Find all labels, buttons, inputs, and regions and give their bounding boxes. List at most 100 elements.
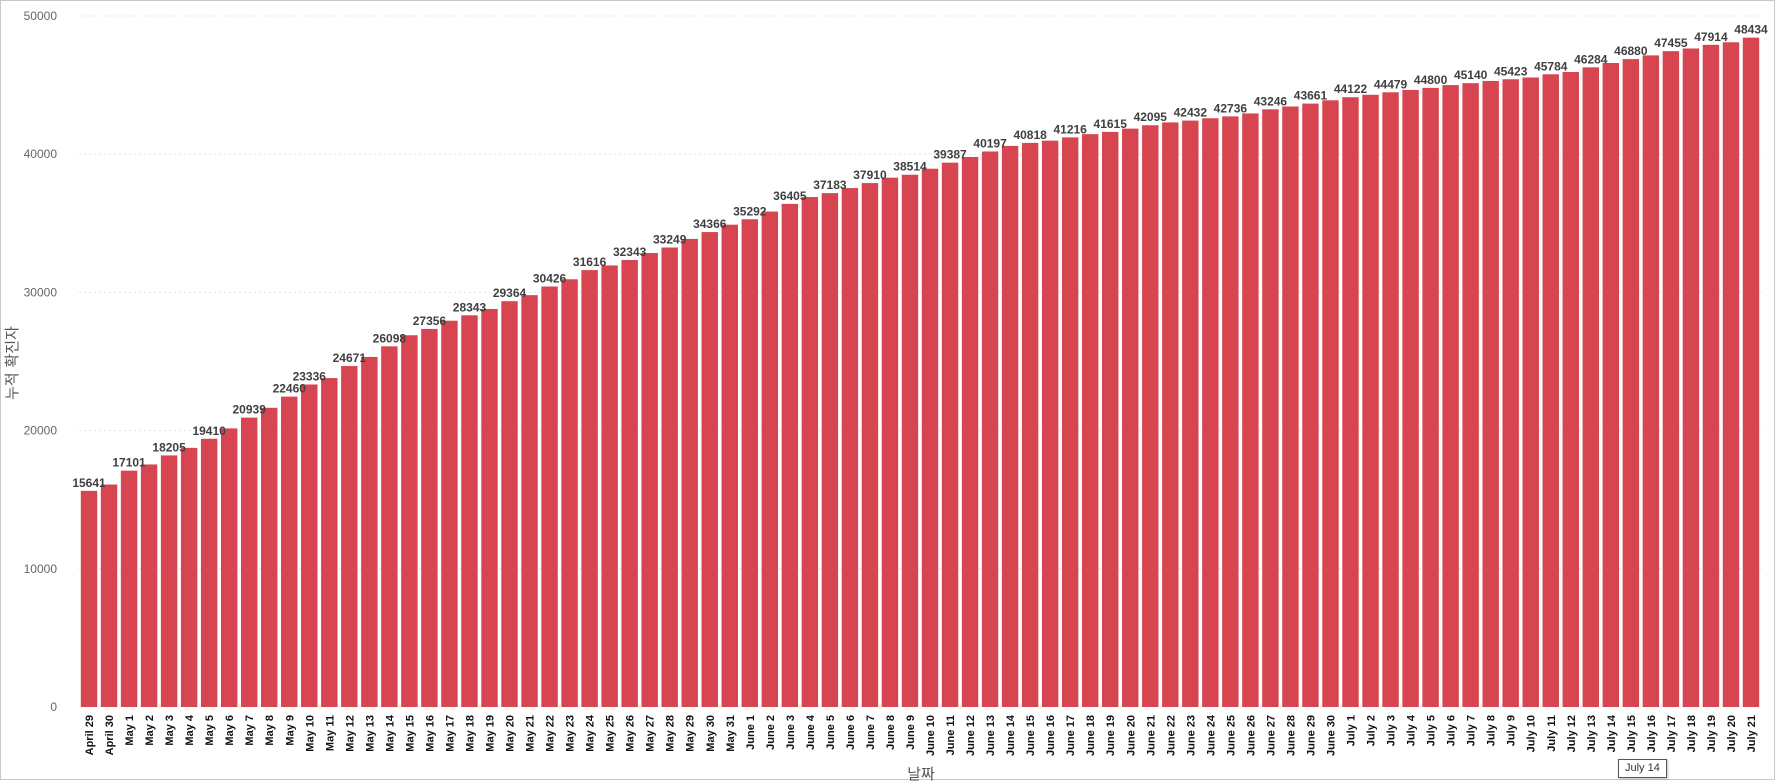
bar[interactable] bbox=[1622, 59, 1640, 707]
bar[interactable] bbox=[1102, 131, 1119, 707]
bar[interactable] bbox=[721, 224, 738, 707]
bar[interactable] bbox=[120, 470, 138, 707]
bar[interactable] bbox=[401, 335, 418, 707]
bar[interactable] bbox=[1142, 125, 1159, 708]
bar[interactable] bbox=[180, 447, 198, 707]
bar[interactable] bbox=[160, 455, 178, 707]
bar[interactable] bbox=[1442, 85, 1459, 708]
x-tick-label: June 6 bbox=[845, 715, 857, 750]
bar[interactable] bbox=[1081, 134, 1099, 707]
bar[interactable] bbox=[641, 253, 658, 707]
bar[interactable] bbox=[621, 260, 638, 707]
data-label: 36405 bbox=[773, 189, 807, 203]
bar[interactable] bbox=[261, 407, 278, 707]
bar[interactable] bbox=[1061, 137, 1079, 707]
bar[interactable] bbox=[1162, 122, 1179, 707]
bar[interactable] bbox=[1322, 100, 1339, 707]
bar[interactable] bbox=[1682, 48, 1700, 708]
bar[interactable] bbox=[561, 279, 578, 707]
bar[interactable] bbox=[1202, 118, 1219, 707]
bar[interactable] bbox=[1362, 94, 1379, 708]
bar[interactable] bbox=[581, 270, 598, 707]
bar[interactable] bbox=[541, 286, 558, 707]
bar[interactable] bbox=[761, 211, 779, 708]
bar[interactable] bbox=[220, 428, 238, 707]
bar[interactable] bbox=[1122, 128, 1139, 707]
bar[interactable] bbox=[301, 384, 318, 707]
x-tick-label: June 17 bbox=[1065, 715, 1077, 756]
x-tick-label: June 8 bbox=[885, 715, 897, 750]
bar[interactable] bbox=[1502, 79, 1519, 707]
bar[interactable] bbox=[281, 396, 298, 707]
bar[interactable] bbox=[601, 265, 618, 707]
bar[interactable] bbox=[441, 320, 458, 707]
bar[interactable] bbox=[1282, 106, 1299, 707]
bar[interactable] bbox=[421, 328, 438, 707]
bar[interactable] bbox=[861, 183, 879, 707]
bar[interactable] bbox=[1742, 37, 1760, 708]
x-tick-label: June 26 bbox=[1245, 715, 1257, 756]
bar[interactable] bbox=[881, 177, 899, 708]
bar[interactable] bbox=[200, 438, 218, 707]
bar[interactable] bbox=[361, 356, 378, 707]
bar[interactable] bbox=[80, 490, 98, 707]
x-tick-label: July 11 bbox=[1546, 715, 1558, 752]
bar[interactable] bbox=[1342, 97, 1359, 708]
data-label: 20939 bbox=[233, 403, 267, 417]
data-label: 33249 bbox=[653, 232, 687, 246]
bar[interactable] bbox=[1182, 120, 1199, 707]
bar[interactable] bbox=[1041, 140, 1059, 708]
bar[interactable] bbox=[801, 197, 819, 708]
bar[interactable] bbox=[1382, 92, 1399, 707]
bar[interactable] bbox=[901, 174, 919, 708]
bar[interactable] bbox=[841, 188, 859, 707]
bar[interactable] bbox=[461, 315, 478, 707]
bar[interactable] bbox=[501, 301, 518, 707]
bar[interactable] bbox=[1522, 77, 1539, 707]
bar[interactable] bbox=[1562, 71, 1579, 707]
bar[interactable] bbox=[781, 203, 799, 707]
bar[interactable] bbox=[1302, 103, 1319, 707]
bar[interactable] bbox=[1001, 145, 1019, 707]
bar[interactable] bbox=[1422, 87, 1439, 707]
bar[interactable] bbox=[240, 417, 258, 707]
x-tick-label: April 29 bbox=[84, 715, 96, 755]
bar[interactable] bbox=[1242, 113, 1259, 707]
bar[interactable] bbox=[701, 232, 718, 707]
bar[interactable] bbox=[1262, 109, 1279, 708]
bar[interactable] bbox=[1642, 55, 1660, 707]
bar[interactable] bbox=[1662, 51, 1680, 708]
bar[interactable] bbox=[321, 378, 338, 707]
bar[interactable] bbox=[921, 168, 939, 707]
bar[interactable] bbox=[100, 484, 118, 707]
bar[interactable] bbox=[661, 247, 678, 707]
bar[interactable] bbox=[521, 295, 538, 707]
bar[interactable] bbox=[741, 219, 759, 707]
bar[interactable] bbox=[1542, 74, 1559, 707]
data-label: 45140 bbox=[1454, 68, 1488, 82]
bar[interactable] bbox=[941, 162, 959, 708]
bar[interactable] bbox=[1702, 44, 1720, 708]
bar[interactable] bbox=[341, 366, 358, 707]
x-tick-label: June 1 bbox=[745, 715, 757, 750]
x-tick-label: July 6 bbox=[1446, 715, 1458, 746]
bar[interactable] bbox=[1021, 142, 1039, 707]
bar[interactable] bbox=[961, 156, 979, 708]
bar[interactable] bbox=[1482, 80, 1499, 708]
bar[interactable] bbox=[1722, 42, 1740, 708]
bar[interactable] bbox=[821, 193, 839, 708]
bar[interactable] bbox=[481, 308, 498, 707]
bar[interactable] bbox=[1462, 83, 1479, 707]
bar[interactable] bbox=[681, 238, 698, 707]
bar[interactable] bbox=[981, 151, 999, 707]
bar[interactable] bbox=[1582, 67, 1600, 708]
bar[interactable] bbox=[1222, 116, 1239, 707]
bar[interactable] bbox=[140, 464, 158, 707]
x-tick-label: May 23 bbox=[565, 715, 577, 752]
data-label: 37910 bbox=[853, 168, 887, 182]
data-label: 37183 bbox=[813, 178, 847, 192]
bar[interactable] bbox=[1402, 89, 1419, 707]
bar[interactable] bbox=[381, 346, 398, 707]
bar[interactable] bbox=[1602, 62, 1620, 708]
